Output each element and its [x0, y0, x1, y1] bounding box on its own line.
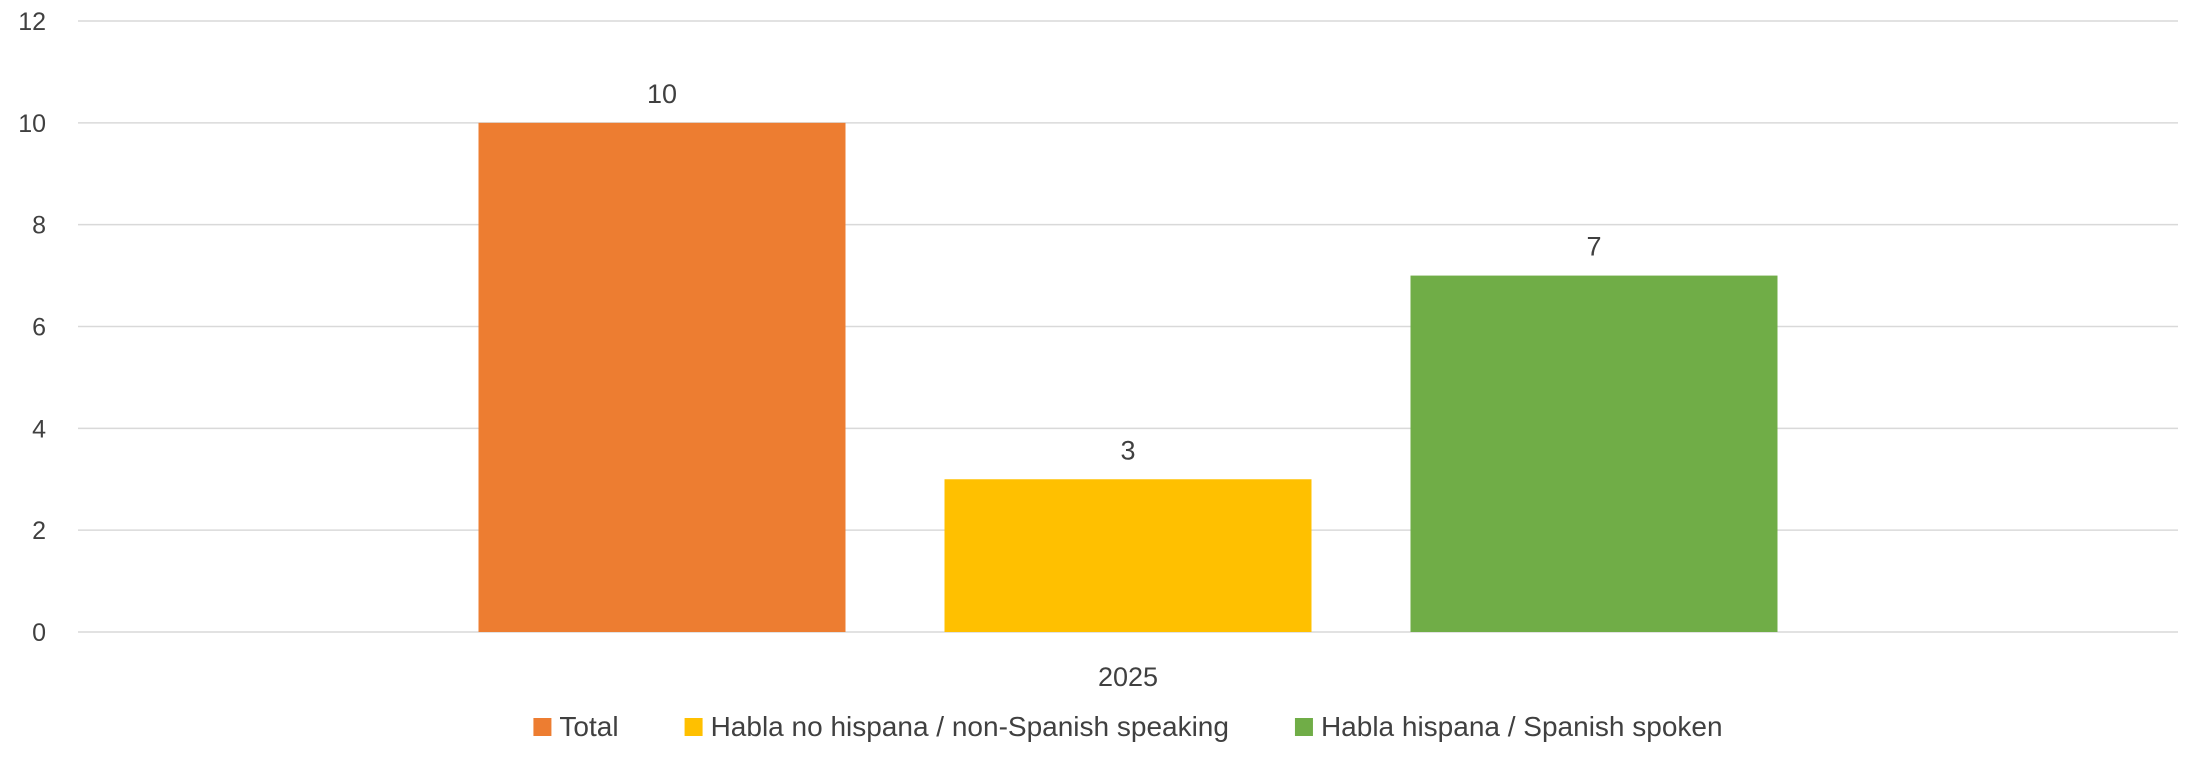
y-tick-label: 10 — [18, 110, 46, 138]
bars — [478, 122, 1778, 632]
data-label: 10 — [647, 79, 677, 109]
data-label: 7 — [1586, 232, 1601, 262]
y-tick-label: 6 — [32, 314, 46, 342]
bar — [1410, 275, 1778, 632]
gridlines — [78, 20, 2178, 633]
legend-label: Habla no hispana / non-Spanish speaking — [711, 711, 1229, 742]
y-tick-label: 4 — [32, 415, 46, 443]
data-label: 3 — [1120, 435, 1135, 465]
legend-item: Habla hispana / Spanish spoken — [1294, 711, 1723, 742]
legend-item: Habla no hispana / non-Spanish speaking — [684, 711, 1229, 742]
y-tick-label: 2 — [32, 517, 46, 545]
legend-swatch — [684, 718, 703, 736]
legend-swatch — [1294, 718, 1313, 736]
legend-swatch — [533, 718, 552, 736]
legend: Total Habla no hispana / non-Spanish spea… — [533, 711, 1723, 742]
x-category-label: 2025 — [1098, 662, 1158, 692]
bar — [944, 479, 1312, 632]
legend-label: Habla hispana / Spanish spoken — [1321, 711, 1723, 742]
legend-item: Total — [533, 711, 619, 742]
data-labels: 10 3 7 — [647, 79, 1602, 465]
bar — [478, 122, 846, 632]
x-axis-categories: 2025 — [1098, 662, 1158, 692]
y-tick-label: 12 — [18, 8, 46, 36]
y-tick-label: 0 — [32, 619, 46, 647]
legend-label: Total — [559, 711, 618, 742]
y-tick-label: 8 — [32, 212, 46, 240]
y-axis-ticks: 0 2 4 6 8 10 12 — [18, 8, 46, 647]
